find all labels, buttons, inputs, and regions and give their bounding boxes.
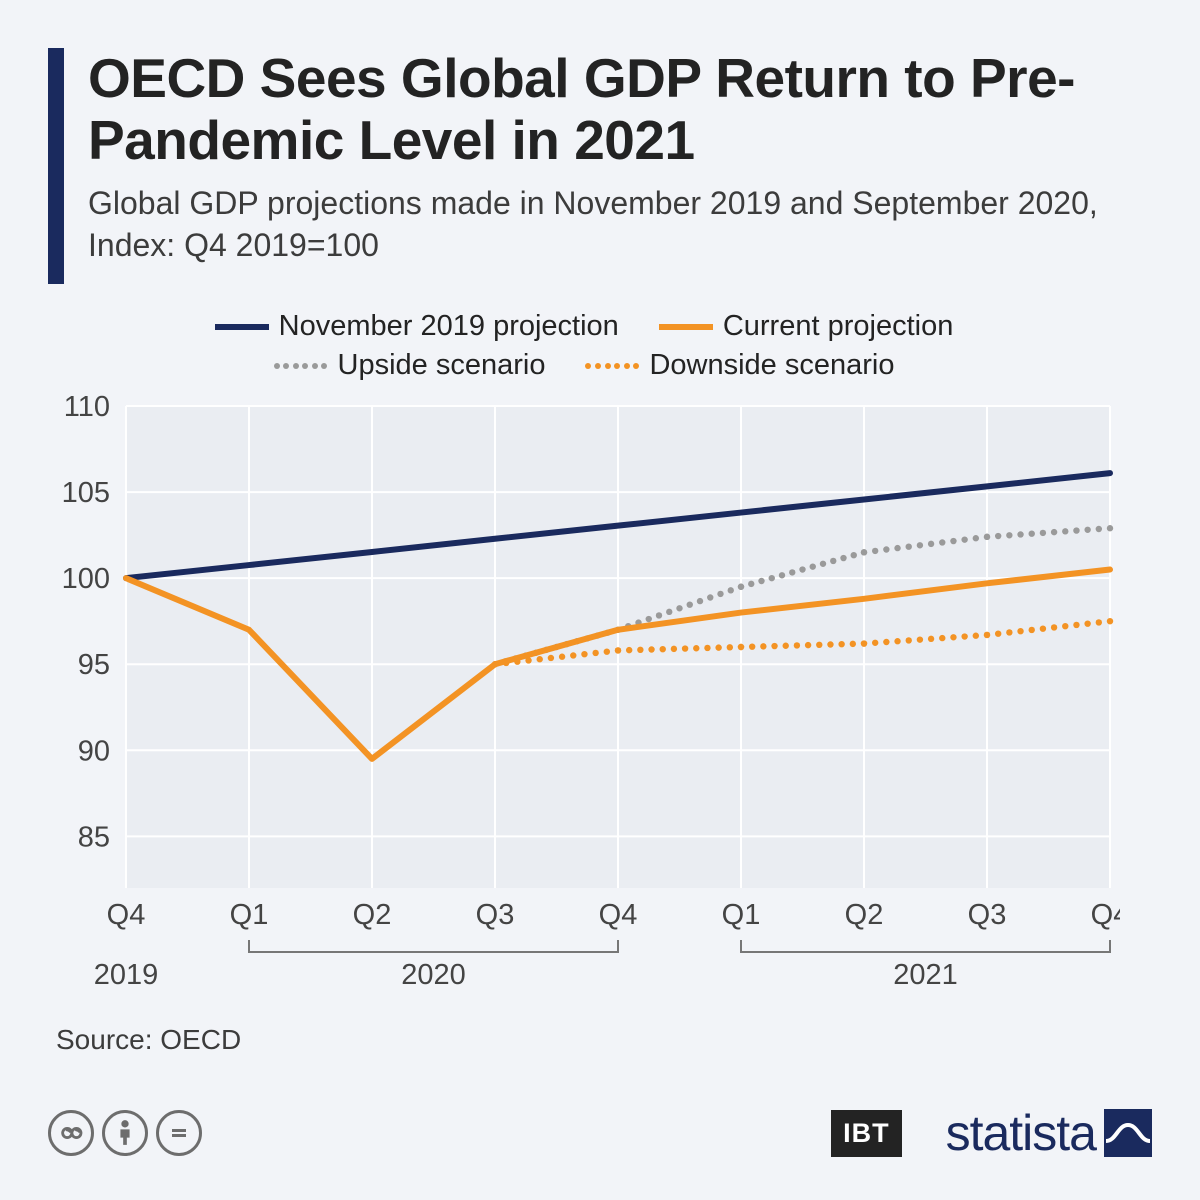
legend-item-downside: Downside scenario: [585, 349, 894, 382]
chart: November 2019 projection Current project…: [48, 310, 1120, 990]
legend-item-upside: Upside scenario: [274, 349, 546, 382]
legend-swatch: [659, 324, 713, 330]
legend-swatch: [274, 363, 328, 369]
svg-text:Q1: Q1: [722, 899, 761, 931]
nd-icon: [156, 1110, 202, 1156]
statista-wave-icon: [1104, 1109, 1152, 1157]
svg-text:Q4: Q4: [599, 899, 638, 931]
svg-text:90: 90: [78, 735, 110, 767]
svg-text:Q4: Q4: [1091, 899, 1120, 931]
legend-label: Downside scenario: [649, 349, 894, 382]
ibt-logo: IBT: [831, 1110, 902, 1157]
legend-label: Upside scenario: [338, 349, 546, 382]
svg-text:95: 95: [78, 649, 110, 681]
legend-label: Current projection: [723, 310, 954, 343]
legend-label: November 2019 projection: [279, 310, 619, 343]
svg-text:Q4: Q4: [107, 899, 146, 931]
svg-text:Q2: Q2: [845, 899, 884, 931]
header: OECD Sees Global GDP Return to Pre-Pande…: [48, 48, 1152, 284]
legend: November 2019 projection Current project…: [48, 310, 1120, 382]
header-accent-bar: [48, 48, 64, 284]
line-chart-svg: 85 90 95 100 105 110 Q4 Q1 Q2 Q3 Q4 Q1 Q2 Q3 Q4 2019 202…: [48, 388, 1120, 998]
svg-text:2021: 2021: [893, 959, 958, 991]
svg-text:Q3: Q3: [968, 899, 1007, 931]
chart-subtitle: Global GDP projections made in November …: [88, 183, 1152, 266]
legend-item-nov2019: November 2019 projection: [215, 310, 619, 343]
source-text: Source: OECD: [56, 1024, 241, 1056]
svg-text:Q3: Q3: [476, 899, 515, 931]
header-text: OECD Sees Global GDP Return to Pre-Pande…: [88, 48, 1152, 266]
statista-text: statista: [946, 1104, 1096, 1162]
cc-icon: [48, 1110, 94, 1156]
svg-text:105: 105: [62, 477, 110, 509]
legend-swatch: [215, 324, 269, 330]
svg-text:85: 85: [78, 821, 110, 853]
legend-item-current: Current projection: [659, 310, 954, 343]
legend-swatch: [585, 363, 639, 369]
svg-text:Q2: Q2: [353, 899, 392, 931]
svg-text:2019: 2019: [94, 959, 159, 991]
statista-logo: statista: [946, 1104, 1152, 1162]
cc-license-icons: [48, 1110, 202, 1156]
svg-text:110: 110: [64, 391, 110, 423]
svg-text:100: 100: [62, 563, 110, 595]
svg-text:2020: 2020: [401, 959, 466, 991]
chart-title: OECD Sees Global GDP Return to Pre-Pande…: [88, 48, 1152, 171]
footer-right: IBT statista: [831, 1104, 1152, 1162]
by-icon: [102, 1110, 148, 1156]
svg-text:Q1: Q1: [230, 899, 269, 931]
footer: IBT statista: [48, 1104, 1152, 1162]
